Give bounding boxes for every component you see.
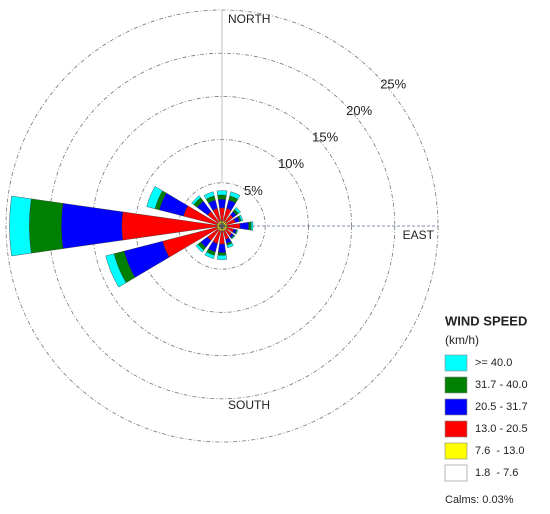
legend-swatch (444, 464, 468, 482)
wind-segment (239, 221, 249, 231)
r-tick-label: 5% (244, 183, 263, 198)
legend-label: 7.6 - 13.0 (475, 445, 525, 457)
wind-segment (235, 229, 239, 235)
legend-label: 31.7 - 40.0 (475, 379, 528, 391)
wind-segment (248, 221, 252, 231)
wind-segment (146, 186, 163, 210)
wind-segment (216, 225, 220, 227)
legend-title: WIND SPEED (445, 313, 527, 328)
legend-swatch (444, 420, 468, 438)
wind-segment (216, 190, 228, 196)
wind-segment (217, 252, 227, 256)
wind-segment (204, 251, 215, 259)
wind-segment (229, 191, 241, 200)
legend-label: 13.0 - 20.5 (475, 423, 528, 435)
wind-segment (238, 214, 244, 222)
r-tick-label: 10% (278, 156, 304, 171)
wind-segment (221, 220, 223, 224)
direction-label: EAST (403, 228, 435, 242)
wind-segment (250, 221, 254, 231)
wind-segment (217, 199, 227, 209)
wind-segment (203, 191, 215, 200)
wind-segment (105, 253, 127, 288)
wind-segment (195, 243, 205, 253)
wind-segment (226, 242, 234, 249)
r-tick-label: 20% (346, 103, 372, 118)
wind-segment (221, 228, 223, 232)
wind-segment (217, 194, 227, 200)
legend-swatch (444, 376, 468, 394)
legend-label: 1.8 - 7.6 (475, 467, 518, 479)
wind-segment (234, 207, 241, 214)
legend-swatch (444, 354, 468, 372)
wind-segment (61, 203, 124, 249)
wind-segment (217, 254, 227, 260)
wind-segment (231, 235, 236, 240)
wind-segment (191, 195, 202, 206)
wind-segment (224, 225, 228, 227)
legend-swatch (444, 442, 468, 460)
r-tick-label: 25% (380, 76, 406, 91)
direction-label: SOUTH (228, 398, 270, 412)
direction-label: NORTH (228, 12, 270, 26)
wind-segment (9, 195, 32, 257)
legend-label: 20.5 - 31.7 (475, 401, 528, 413)
legend-unit: (km/h) (445, 333, 479, 347)
wind-segment (217, 243, 227, 253)
legend-label: >= 40.0 (475, 357, 512, 369)
wind-segment (29, 198, 64, 254)
calms-label: Calms: 0.03% (445, 494, 514, 506)
legend-swatch (444, 398, 468, 416)
r-tick-label: 15% (312, 130, 338, 145)
